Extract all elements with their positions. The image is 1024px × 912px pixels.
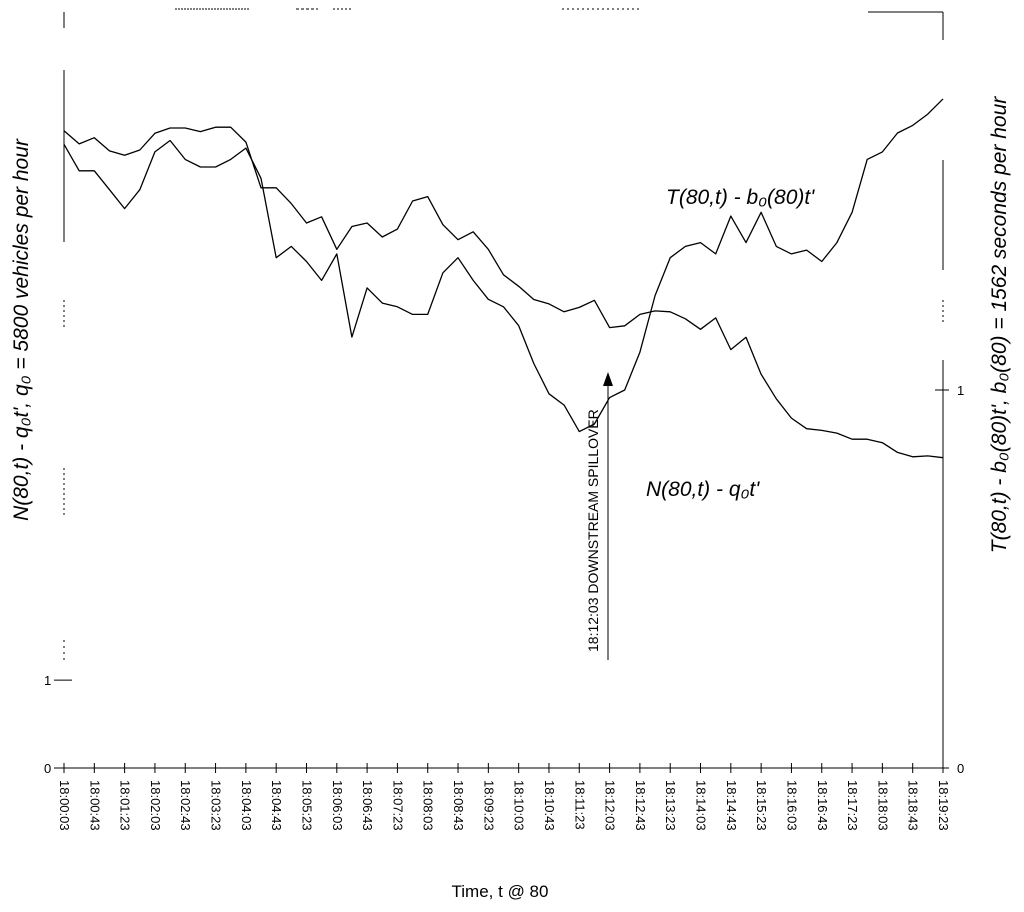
spillover-arrow-icon (603, 372, 613, 386)
x-tick-label: 18:18:03 (875, 780, 890, 831)
series-lines (63, 98, 944, 459)
x-tick-label: 18:02:43 (178, 780, 193, 831)
x-tick-label: 18:04:03 (239, 780, 254, 831)
left-y-axis: 01 (44, 673, 72, 776)
x-tick-label: 18:16:43 (815, 780, 830, 831)
x-axis: 18:00:03 18:00:43 18:01:23 18:02:03 18:02:43… (57, 763, 951, 831)
x-tick-label: 18:07:23 (390, 780, 405, 831)
x-tick-label: 18:08:03 (421, 780, 436, 831)
x-tick-label: 18:00:43 (87, 780, 102, 831)
x-tick-label: 18:10:43 (542, 780, 557, 831)
x-tick-label: 18:17:23 (845, 780, 860, 831)
x-tick-label: 18:01:23 (118, 780, 133, 831)
x-tick-label: 18:13:23 (663, 780, 678, 831)
x-tick-label: 18:04:43 (269, 780, 284, 831)
left-axis-title: N(80,t) - q₀t', q₀ = 5800 vehicles per h… (10, 138, 33, 521)
right-axis-title: T(80,t) - b₀(80)t', b₀(80) = 1562 second… (988, 96, 1011, 554)
x-tick-label: 18:12:43 (633, 780, 648, 831)
x-tick-label: 18:05:23 (299, 780, 314, 831)
travel-time-series-label: T(80,t) - b₀(80)t' (666, 186, 815, 209)
right-y-tick-label: 1 (957, 383, 964, 398)
x-tick-label: 18:06:43 (360, 780, 375, 831)
x-tick-label: 18:06:03 (330, 780, 345, 831)
spillover-label: 18:12:03 DOWNSTREAM SPILLOVER (585, 409, 601, 652)
x-tick-label: 18:16:03 (784, 780, 799, 831)
count-series-label: N(80,t) - q₀t' (646, 478, 760, 501)
right-y-axis: 01 (935, 383, 964, 776)
right-y-tick-label: 0 (957, 761, 964, 776)
x-tick-label: 18:11:23 (572, 780, 587, 830)
x-tick-label: 18:03:23 (209, 780, 224, 831)
left-y-tick-label: 1 (44, 673, 51, 688)
x-tick-label: 18:19:23 (936, 780, 951, 831)
x-tick-label: 18:15:23 (754, 780, 769, 831)
x-tick-label: 18:12:03 (603, 780, 618, 831)
travel-time-series-line (63, 98, 944, 433)
x-tick-label: 18:10:03 (512, 780, 527, 831)
x-tick-label: 18:14:43 (724, 780, 739, 831)
x-tick-label: 18:09:23 (481, 780, 496, 831)
left-y-tick-label: 0 (44, 761, 51, 776)
x-tick-label: 18:18:43 (906, 780, 921, 831)
x-tick-label: 18:02:03 (148, 780, 163, 831)
x-axis-title: Time, t @ 80 (452, 882, 549, 901)
count-series-line (63, 126, 944, 459)
spillover-annotation: 18:12:03 DOWNSTREAM SPILLOVER (585, 372, 613, 660)
x-tick-label: 18:14:03 (694, 780, 709, 831)
x-tick-label: 18:00:03 (57, 780, 72, 831)
x-tick-label: 18:08:43 (451, 780, 466, 831)
plot-frame (54, 8, 944, 770)
